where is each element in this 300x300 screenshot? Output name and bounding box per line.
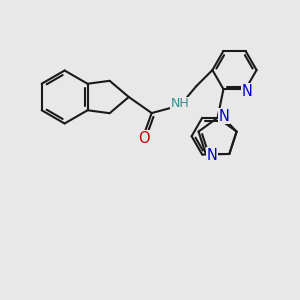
Text: N: N <box>242 84 253 99</box>
Text: N: N <box>219 109 230 124</box>
Text: NH: NH <box>171 98 190 110</box>
Text: N: N <box>207 148 218 163</box>
Text: O: O <box>138 130 149 146</box>
